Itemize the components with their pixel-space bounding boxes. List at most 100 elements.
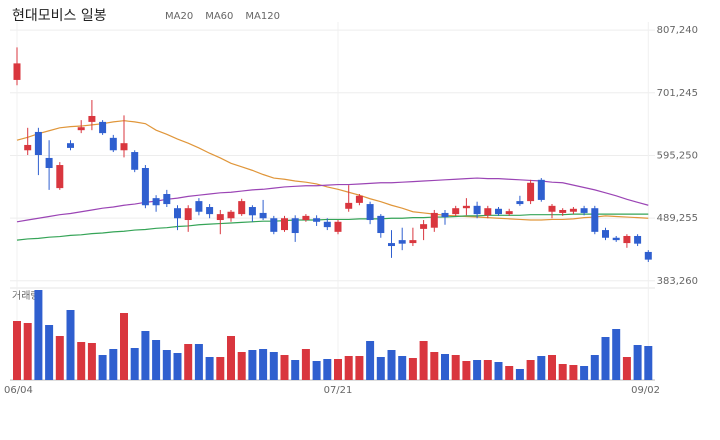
candle-body <box>537 179 545 200</box>
volume-bar <box>366 341 375 380</box>
candle-body <box>441 212 449 218</box>
x-tick-label: 07/21 <box>324 385 353 396</box>
moving-average-line <box>16 120 649 221</box>
volume-bar <box>301 349 310 380</box>
candle-body <box>216 214 224 221</box>
volume-bar <box>430 352 439 380</box>
candle-body <box>152 198 160 206</box>
candle-body <box>462 205 470 209</box>
candle-body <box>366 204 374 221</box>
volume-bar <box>526 360 535 380</box>
y-tick-label: 701,245 <box>657 88 698 99</box>
y-tick-label: 383,260 <box>657 276 698 287</box>
legend-label: MA60 <box>205 11 233 22</box>
candle-body <box>248 207 256 216</box>
candle-body <box>206 207 214 215</box>
volume-bar <box>120 313 128 380</box>
volume-bar <box>344 356 353 380</box>
volume-bar <box>173 353 182 380</box>
volume-bar <box>13 321 21 380</box>
volume-bar <box>558 364 567 380</box>
candle-body <box>56 165 64 189</box>
volume-bar <box>376 357 385 380</box>
candle-body <box>623 235 631 244</box>
volume-bar <box>216 357 225 380</box>
volume-bar <box>590 355 599 380</box>
volume-bar <box>184 344 193 380</box>
volume-bar <box>152 340 161 380</box>
candle-body <box>174 208 181 219</box>
candle-body <box>109 137 117 151</box>
candle-body <box>612 237 620 241</box>
y-tick-label: 807,240 <box>657 25 698 36</box>
candle-body <box>281 218 288 231</box>
volume-bar <box>312 361 321 380</box>
candle-body <box>388 243 395 247</box>
candle-body <box>473 205 481 215</box>
candle-body <box>580 208 588 213</box>
candle-body <box>527 182 535 202</box>
volume-bar <box>248 350 257 380</box>
volume-bar <box>494 362 503 380</box>
volume-bar <box>323 359 332 380</box>
volume-bar <box>408 358 417 380</box>
candle-body <box>302 215 310 221</box>
volume-bar <box>537 356 546 380</box>
volume-bar <box>355 356 364 380</box>
volume-bar <box>387 350 396 380</box>
candle-body <box>24 144 32 151</box>
volume-bar <box>45 325 54 380</box>
candle-body <box>67 143 74 148</box>
candle-body <box>495 208 502 215</box>
candle-body <box>602 230 609 238</box>
volume-bar <box>441 354 449 380</box>
volume-bar <box>291 360 300 380</box>
volume-bar <box>451 355 460 380</box>
volume-bar <box>515 369 524 380</box>
candle-body <box>420 224 428 229</box>
volume-bar <box>227 336 235 380</box>
volume-bar <box>601 337 610 380</box>
candle-body <box>548 205 556 212</box>
candle-body <box>88 115 96 122</box>
volume-bar <box>419 341 428 380</box>
volume-bar <box>205 357 214 380</box>
candle-body <box>559 209 567 213</box>
legend-label: MA120 <box>245 11 280 22</box>
volume-bar <box>622 357 631 380</box>
volume-bar <box>194 344 203 380</box>
candle-body <box>345 202 353 209</box>
candle-body <box>505 211 513 215</box>
candle-body <box>591 208 599 232</box>
volume-bar <box>633 345 642 380</box>
candle-body <box>77 127 85 131</box>
volume-bar <box>269 352 278 380</box>
candle-body <box>195 201 203 212</box>
chart-title: 현대모비스 일봉 <box>12 8 107 24</box>
candle-body <box>291 218 299 234</box>
candle-body <box>184 208 192 221</box>
candle-body <box>45 157 53 169</box>
candle-body <box>141 168 149 206</box>
y-tick-label: 489,255 <box>657 213 698 224</box>
candle-body <box>430 212 438 228</box>
volume-bar <box>569 365 578 380</box>
candle-body <box>120 143 128 151</box>
moving-average-line <box>16 213 649 241</box>
volume-bar <box>34 290 43 380</box>
x-tick-label: 09/02 <box>631 385 660 396</box>
volume-bar <box>398 356 407 380</box>
volume-bar <box>612 329 621 380</box>
candle-body <box>131 152 139 170</box>
volume-bar <box>55 336 64 380</box>
candle-body <box>569 208 577 212</box>
candle-body <box>409 240 417 244</box>
volume-label: 거래량 <box>12 290 40 302</box>
volume-bar <box>548 355 556 380</box>
candle-body <box>398 240 406 244</box>
candle-body <box>227 211 235 219</box>
volume-bar <box>473 360 482 380</box>
volume-bar <box>644 346 653 380</box>
candle-body <box>270 218 278 232</box>
volume-bar <box>505 366 514 380</box>
